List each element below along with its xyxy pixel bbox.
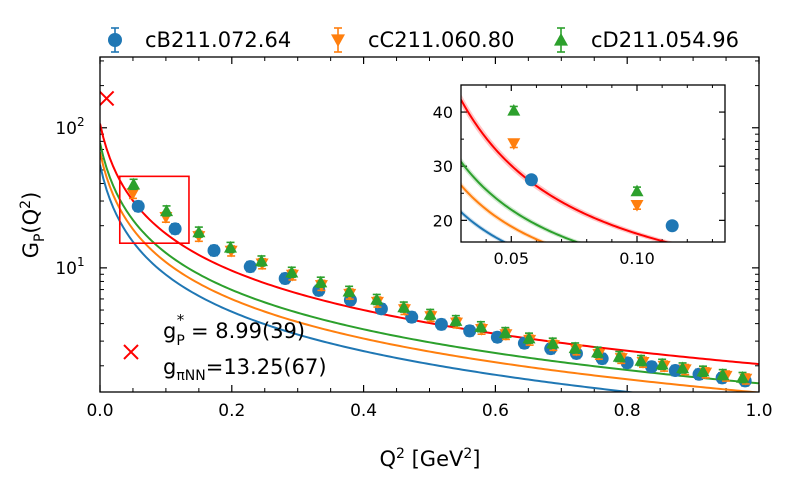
inset-y-tick-label: 40: [433, 103, 453, 122]
inset-data-point: [507, 103, 521, 116]
x-tick-label: 0.8: [614, 401, 641, 421]
pion-pole-legend-marker: [123, 344, 139, 360]
x-tick-label: 0.0: [86, 401, 113, 421]
legend-entry-cB: cB211.072.64: [108, 27, 291, 53]
legend-marker-cD: [554, 27, 568, 53]
data-point-cD211.054.96: [223, 240, 237, 253]
data-point-cD211.054.96: [342, 284, 356, 297]
fit-curve-cC211.060.80: [100, 151, 759, 392]
data-point-cB211.072.64: [168, 222, 182, 236]
legend-label-cD: cD211.054.96: [591, 28, 739, 52]
inset-data-point: [630, 199, 644, 212]
inset-data-point: [524, 173, 538, 187]
data-points: [100, 90, 753, 388]
legend-marker-symbol: [331, 34, 345, 47]
inset-data-points: [507, 103, 679, 233]
data-point-cB211.072.64: [131, 199, 145, 213]
data-point-cC211.060.80: [126, 188, 140, 200]
inset-fit-curve: [461, 161, 580, 242]
y-tick-label: 101: [55, 255, 84, 279]
legend-entry-cC: cC211.060.80: [331, 27, 514, 53]
data-point-cD211.054.96: [522, 331, 536, 344]
inset-background: [461, 85, 725, 242]
data-point-cD211.054.96: [546, 336, 560, 349]
fit-curve-continuum: [100, 123, 759, 366]
data-point-cD211.054.96: [423, 307, 437, 320]
data-point-cD211.054.96: [370, 292, 384, 305]
legend-marker-symbol: [554, 33, 568, 46]
inset-fit-curves: [461, 93, 675, 242]
legend-label-cB: cB211.072.64: [145, 28, 291, 52]
data-point-cD211.054.96: [397, 300, 411, 313]
main-plot-area: [100, 90, 759, 392]
y-tick-label: 102: [55, 115, 84, 139]
gp-star-annotation: gP* = 8.99(39): [163, 311, 305, 349]
inset-y-tick-label: 30: [433, 157, 453, 176]
data-point-cD211.054.96: [568, 341, 582, 354]
inset-data-point: [630, 184, 644, 197]
main-axes-ticks: [99, 57, 760, 392]
y-axis-label: GP(Q2): [18, 192, 48, 259]
data-point-cD211.054.96: [474, 320, 488, 332]
data-point-cD211.054.96: [716, 368, 730, 380]
x-tick-label: 0.4: [350, 401, 377, 421]
inset-fit-curve: [461, 99, 670, 242]
inset-tick-labels: 0.05 0.10 20 30 40: [433, 103, 655, 268]
annotation-x-marker: [123, 344, 139, 360]
data-point-cB211.072.64: [463, 324, 477, 338]
inset-plot: 0.05 0.10 20 30 40: [433, 84, 726, 268]
legend-marker-cC: [331, 27, 345, 53]
data-point-cD211.054.96: [192, 225, 206, 238]
zoom-region-box: [118, 175, 190, 244]
x-axis-label: Q2 [GeV2]: [379, 446, 480, 471]
data-point-cB211.072.64: [207, 244, 221, 258]
data-point-cD211.054.96: [160, 204, 174, 217]
inset-x-tick-label: 0.05: [493, 249, 529, 268]
data-point-cD211.054.96: [127, 177, 141, 190]
data-point-cB211.072.64: [434, 317, 448, 331]
fit-curve-cB211.072.64: [100, 164, 638, 392]
data-point-cD211.054.96: [612, 349, 626, 362]
legend-marker-cB: [108, 27, 122, 53]
x-tick-label: 1.0: [745, 401, 772, 421]
legend-entry-cD: cD211.054.96: [554, 27, 739, 53]
legend-label-cC: cC211.060.80: [368, 28, 514, 52]
inset-data-point: [507, 138, 521, 150]
data-point-cD211.054.96: [285, 265, 299, 278]
data-point-cD211.054.96: [634, 354, 648, 366]
data-point-cD211.054.96: [314, 275, 328, 288]
data-point-cB211.072.64: [243, 260, 257, 274]
inset-fit-curve: [461, 184, 546, 242]
legend: cB211.072.64 cC211.060.80 cD211.054.96: [108, 27, 739, 53]
data-point-cD211.054.96: [655, 357, 669, 370]
x-tick-label: 0.6: [482, 401, 509, 421]
inset-frame: [460, 84, 726, 243]
x-tick-label: 0.2: [218, 401, 245, 421]
legend-marker-symbol: [108, 33, 122, 47]
gpiNN-annotation: gπNN=13.25(67): [163, 355, 327, 384]
data-point-cD211.054.96: [696, 364, 710, 377]
main-plot-frame: [99, 56, 760, 393]
inset-x-tick-label: 0.10: [619, 249, 655, 268]
annotation: gP* = 8.99(39) gπNN=13.25(67): [123, 311, 327, 384]
data-point-cD211.054.96: [449, 314, 463, 326]
data-point-cD211.054.96: [498, 326, 512, 338]
data-point-cD211.054.96: [254, 254, 268, 267]
data-point-cD211.054.96: [676, 361, 690, 374]
data-point-cD211.054.96: [736, 370, 750, 383]
main-tick-labels: 0.0 0.2 0.4 0.6 0.8 1.0 101 102: [55, 115, 772, 421]
inset-y-tick-label: 20: [433, 211, 453, 230]
data-point-cB211.072.64: [668, 364, 682, 378]
inset-data-point: [665, 219, 679, 233]
data-point-cB211.072.64: [490, 330, 504, 344]
data-point-cD211.054.96: [591, 345, 605, 358]
data-point-cB211.072.64: [645, 360, 659, 374]
pion-pole-point: [100, 90, 115, 107]
